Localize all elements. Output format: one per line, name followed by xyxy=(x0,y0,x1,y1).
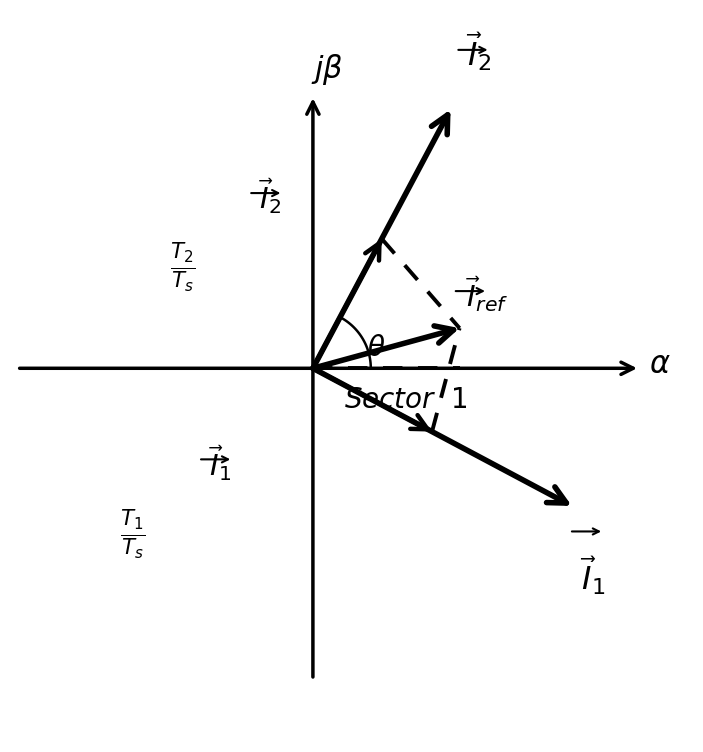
Text: $\theta$: $\theta$ xyxy=(367,335,385,362)
Text: $\vec{I}_1$: $\vec{I}_1$ xyxy=(209,443,231,483)
Text: $\frac{T_2}{T_s}$: $\frac{T_2}{T_s}$ xyxy=(170,241,195,294)
Text: $\vec{I}_2$: $\vec{I}_2$ xyxy=(466,30,491,73)
Text: $\mathit{Sector}$  $\mathit{1}$: $\mathit{Sector}$ $\mathit{1}$ xyxy=(344,387,467,414)
Text: $\alpha$: $\alpha$ xyxy=(649,349,671,380)
Text: $\vec{I}_1$: $\vec{I}_1$ xyxy=(579,555,605,597)
Text: $\vec{I}_2$: $\vec{I}_2$ xyxy=(259,177,281,217)
Text: $j\beta$: $j\beta$ xyxy=(311,52,343,86)
Text: $\frac{T_1}{T_s}$: $\frac{T_1}{T_s}$ xyxy=(120,508,145,560)
Text: $\vec{I}_{ref}$: $\vec{I}_{ref}$ xyxy=(465,275,508,314)
